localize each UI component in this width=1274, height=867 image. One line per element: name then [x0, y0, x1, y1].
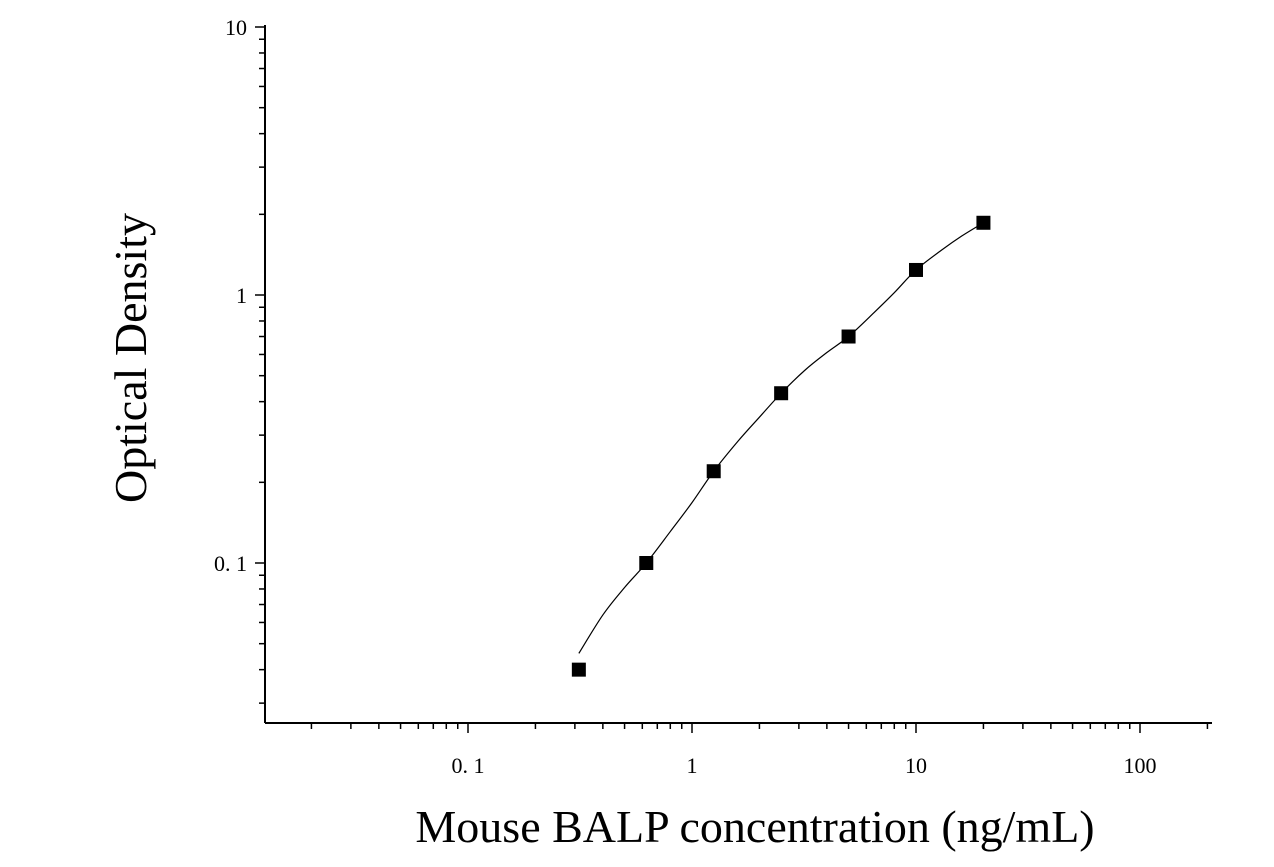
y-tick-label: 0. 1 [214, 551, 247, 576]
y-tick-label: 1 [236, 283, 247, 308]
x-axis-title: Mouse BALP concentration (ng/mL) [415, 801, 1094, 852]
data-point [774, 386, 789, 401]
y-tick-label: 10 [225, 15, 247, 40]
tick-labels: 0. 1 1 10 100 0. 1 1 10 [214, 15, 1157, 778]
data-points [571, 215, 991, 677]
data-point [841, 329, 856, 344]
data-point [571, 662, 586, 677]
data-point [706, 464, 721, 479]
fit-curve [578, 222, 984, 654]
data-point [976, 215, 991, 230]
x-tick-label: 0. 1 [452, 753, 485, 778]
x-tick-label: 1 [687, 753, 698, 778]
fit-curve-layer [578, 222, 984, 654]
y-axis-title: Optical Density [105, 213, 156, 503]
x-tick-label: 10 [905, 753, 927, 778]
data-point [909, 262, 923, 277]
x-tick-label: 100 [1124, 753, 1157, 778]
axes [255, 25, 1212, 733]
data-point [639, 556, 654, 570]
